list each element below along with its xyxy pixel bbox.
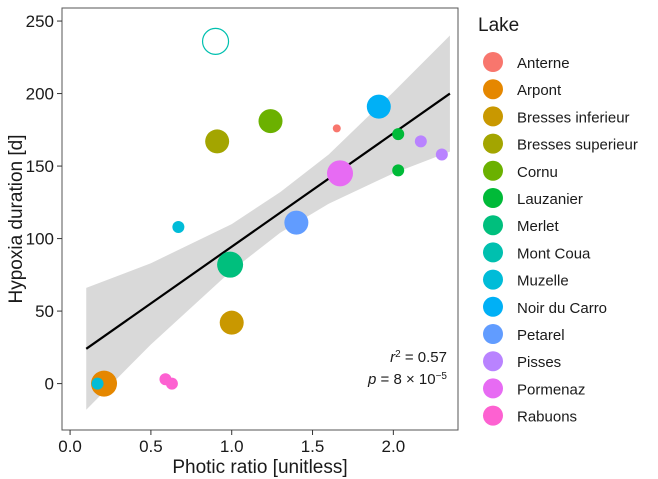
x-tick-label: 2.0 [382, 437, 406, 456]
legend-label: Cornu [517, 164, 558, 181]
data-point [414, 135, 427, 148]
legend-label: Bresses superieur [517, 137, 638, 154]
x-tick-label: 1.5 [301, 437, 325, 456]
data-point [435, 148, 448, 161]
data-point [91, 370, 118, 397]
legend-label: Merlet [517, 218, 560, 235]
data-point [392, 164, 405, 177]
legend-label: Anterne [517, 55, 570, 72]
x-axis-label: Photic ratio [unitless] [172, 457, 347, 478]
y-tick-label: 100 [26, 230, 54, 249]
legend-label: Muzelle [517, 273, 569, 290]
annotation-part: p [367, 371, 376, 388]
annotation-part: 2 [395, 349, 401, 360]
data-point [332, 124, 341, 133]
legend-key [483, 215, 503, 236]
fit-line [85, 92, 451, 350]
annotation-part: = 8 × 10 [376, 371, 435, 388]
y-axis-label: Hypoxia duration [d] [6, 135, 27, 304]
annotation-part: r [390, 349, 396, 366]
legend-key [483, 52, 503, 72]
legend-key [483, 296, 503, 317]
plot-layer [85, 27, 451, 410]
legend-label: Petarel [517, 327, 565, 344]
data-point [284, 210, 309, 235]
data-point [392, 128, 405, 141]
legend-key [483, 405, 503, 426]
legend-key [483, 324, 503, 344]
data-point [91, 377, 104, 390]
x-tick-label: 0.5 [139, 437, 163, 456]
y-tick-label: 0 [45, 375, 54, 394]
legend-label: Pormenaz [517, 381, 585, 398]
legend-label: Noir du Carro [517, 300, 607, 317]
annotation-part: −5 [436, 371, 448, 382]
legend-label: Rabuons [517, 409, 577, 426]
legend-key [483, 188, 503, 208]
legend-key [483, 269, 503, 290]
y-tick-label: 200 [26, 85, 54, 104]
legend-label: Arpont [517, 82, 562, 99]
legend-key [483, 79, 503, 100]
legend-key [483, 378, 503, 399]
annotation: r2 = 0.57 [390, 349, 447, 367]
data-point [366, 94, 391, 119]
legend-label: Mont Coua [517, 245, 591, 262]
y-tick-label: 150 [26, 157, 54, 176]
data-point [165, 377, 178, 390]
legend-key [483, 106, 503, 127]
x-tick-label: 1.0 [220, 437, 244, 456]
data-point [201, 27, 230, 55]
legend-title: Lake [478, 15, 519, 36]
legend-key [483, 242, 503, 263]
data-point [219, 310, 244, 335]
data-point [258, 109, 283, 134]
confidence-band [86, 35, 450, 410]
y-tick-label: 50 [35, 302, 54, 321]
data-point [205, 129, 230, 154]
x-tick-label: 0.0 [58, 437, 82, 456]
legend-key [483, 133, 503, 154]
legend-label: Lauzanier [517, 191, 583, 208]
data-point [327, 160, 354, 187]
y-tick-label: 250 [26, 12, 54, 31]
panel-border [61, 7, 459, 431]
annotation-part: = 0.57 [401, 349, 447, 366]
legend-key [483, 160, 503, 181]
data-point [217, 251, 244, 278]
legend-label: Pisses [517, 354, 561, 371]
data-point [172, 220, 185, 233]
annotation: p = 8 × 10−5 [367, 371, 447, 389]
legend-label: Bresses inferieur [517, 109, 630, 126]
legend-key [483, 351, 503, 372]
